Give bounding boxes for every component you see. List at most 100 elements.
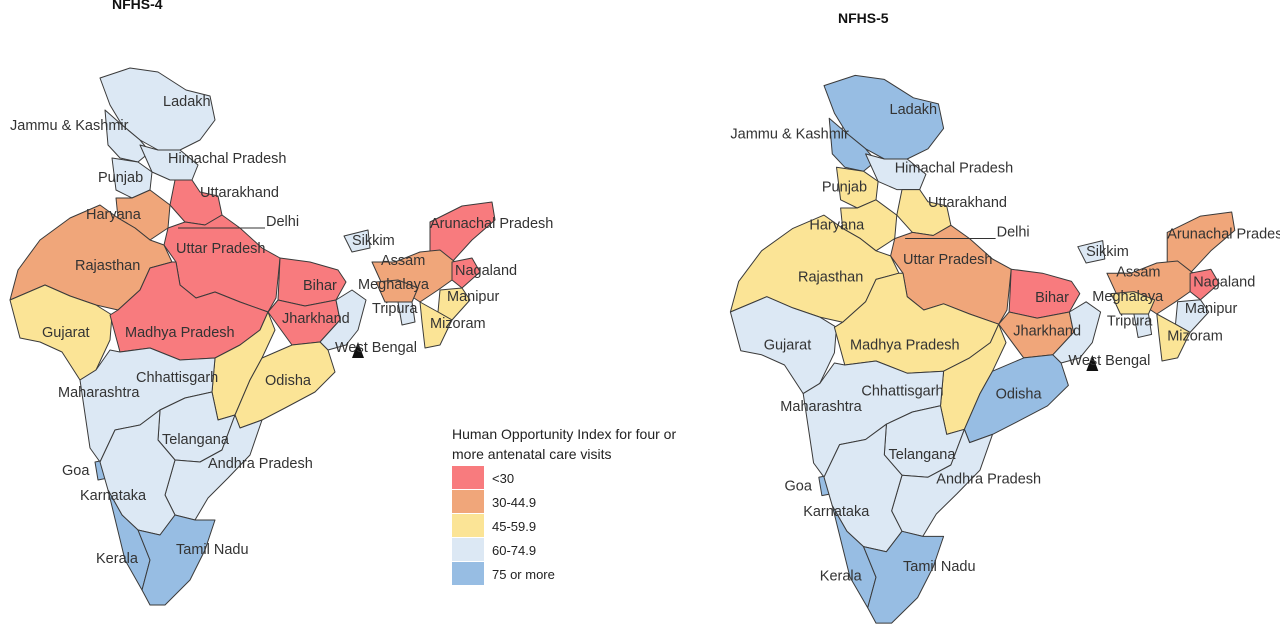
state-meghalaya[interactable] [1110,291,1156,315]
state-label-assam: Assam [381,253,425,269]
state-label-ladakh: Ladakh [163,94,211,110]
state-hp[interactable] [139,144,199,181]
state-gujarat[interactable] [729,296,837,395]
state-label-telangana: Telangana [889,447,957,463]
legend-swatch [452,514,484,538]
state-label-telangana: Telangana [162,432,230,448]
state-label-sikkim: Sikkim [1086,244,1129,260]
state-label-karnataka: Karnataka [803,504,870,520]
state-label-jharkhand: Jharkhand [1013,324,1081,340]
state-label-jk: Jammu & Kashmir [10,118,129,134]
state-label-chhattisgarh: Chhattisgarh [861,384,943,400]
state-nagaland[interactable] [1189,268,1220,301]
state-label-bihar: Bihar [303,278,337,294]
map-nfhs5: Ladakh Jammu & Kashmir Himachal Pradesh Pun… [729,74,1280,624]
state-label-tn: Tamil Nadu [903,559,976,575]
state-label-ap: Andhra Pradesh [936,471,1041,487]
state-label-gujarat: Gujarat [42,325,90,341]
state-label-tripura: Tripura [372,301,418,317]
state-sikkim[interactable] [1077,240,1106,264]
city-marker-icon [352,342,364,358]
state-shapes [9,67,496,606]
state-shapes [729,74,1236,624]
state-label-goa: Goa [785,479,813,495]
state-label-odisha: Odisha [265,373,312,389]
state-label-gujarat: Gujarat [764,338,812,354]
state-gujarat[interactable] [9,284,113,381]
state-label-karnataka: Karnataka [80,488,147,504]
state-wb[interactable] [319,289,367,351]
legend: Human Opportunity Index for four or more… [452,424,682,586]
state-label-maharashtra: Maharashtra [58,385,140,401]
state-labels: Ladakh Jammu & Kashmir Himachal Pradesh Pun… [10,94,553,567]
state-mizoram[interactable] [1156,313,1191,362]
state-label-up: Uttar Pradesh [903,252,992,268]
state-sikkim[interactable] [343,229,371,253]
state-label-nagaland: Nagaland [455,263,517,279]
state-label-chhattisgarh: Chhattisgarh [136,370,218,386]
state-label-odisha: Odisha [996,387,1043,403]
state-label-ap: Andhra Pradesh [208,456,313,472]
state-tn[interactable] [137,514,216,606]
legend-swatch [452,538,484,562]
state-label-mp: Madhya Pradesh [125,325,235,341]
legend-item-c30: 30-44.9 [452,490,682,514]
state-jk[interactable] [828,117,877,172]
map-title-nfhs4: NFHS-4 [112,0,163,12]
state-manipur[interactable] [437,287,471,321]
state-label-meghalaya: Meghalaya [1092,289,1164,305]
city-marker-icon [1086,355,1099,371]
state-label-wb: West Bengal [335,340,417,356]
state-label-delhi: Delhi [997,225,1030,241]
legend-label: 45-59.9 [492,518,537,534]
state-tripura[interactable] [1133,313,1153,338]
state-label-punjab: Punjab [98,170,143,186]
state-label-meghalaya: Meghalaya [358,277,430,293]
state-label-bihar: Bihar [1035,290,1069,306]
state-labels: Ladakh Jammu & Kashmir Himachal Pradesh Pun… [730,102,1280,584]
state-label-hp: Himachal Pradesh [168,151,286,167]
state-label-ladakh: Ladakh [890,102,938,118]
legend-item-c60: 60-74.9 [452,538,682,562]
state-meghalaya[interactable] [375,279,419,303]
state-label-arunachal: Arunachal Pradesh [430,216,553,232]
state-label-haryana: Haryana [86,207,142,223]
state-mizoram[interactable] [419,301,453,349]
state-odisha[interactable] [234,341,336,429]
legend-swatch [452,562,484,586]
state-hp[interactable] [865,153,927,191]
map-title-nfhs5: NFHS-5 [838,10,889,26]
state-wb[interactable] [1052,301,1102,364]
legend-swatch [452,490,484,514]
state-label-jharkhand: Jharkhand [282,311,350,327]
legend-label: 60-74.9 [492,542,537,558]
state-label-uttarakhand: Uttarakhand [200,185,279,201]
legend-item-c45: 45-59.9 [452,514,682,538]
state-label-uttarakhand: Uttarakhand [928,195,1007,211]
state-tn[interactable] [863,530,945,624]
legend-item-lt30: <30 [452,466,682,490]
state-label-rajasthan: Rajasthan [798,269,863,285]
state-label-hp: Himachal Pradesh [895,160,1013,176]
state-jk[interactable] [104,109,151,163]
state-label-mp: Madhya Pradesh [850,338,960,354]
state-label-haryana: Haryana [809,217,865,233]
legend-label: 30-44.9 [492,494,537,510]
legend-swatch [452,466,484,490]
state-label-mizoram: Mizoram [430,316,486,332]
state-label-delhi: Delhi [266,214,299,230]
state-label-maharashtra: Maharashtra [780,399,862,415]
state-label-punjab: Punjab [822,180,867,196]
state-label-goa: Goa [62,463,90,479]
state-odisha[interactable] [963,354,1069,444]
state-label-up: Uttar Pradesh [176,241,265,257]
state-label-arunachal: Arunachal Pradesh [1167,227,1280,243]
map-nfhs4: Ladakh Jammu & Kashmir Himachal Pradesh Pun… [9,67,553,606]
state-label-mizoram: Mizoram [1167,329,1223,345]
state-label-assam: Assam [1116,264,1160,280]
state-tripura[interactable] [397,301,416,326]
state-manipur[interactable] [1175,299,1210,333]
state-nagaland[interactable] [451,257,481,289]
legend-label: <30 [492,470,515,486]
state-label-manipur: Manipur [447,289,500,305]
